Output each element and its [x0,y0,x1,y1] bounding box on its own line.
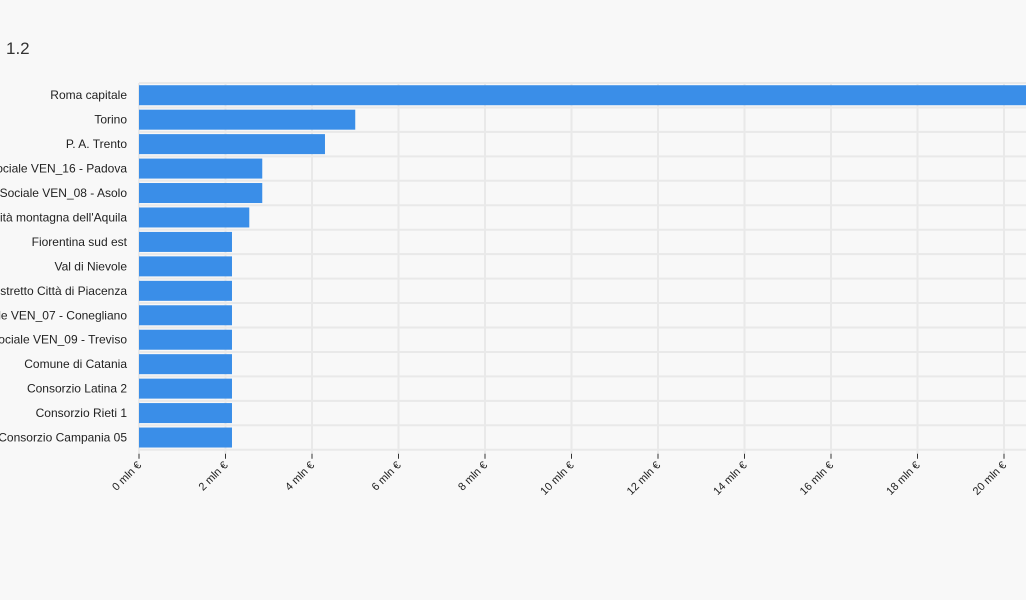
category-label: Comune di Catania [24,357,127,371]
x-tick-label: 8 mln € [456,459,490,493]
x-tick-label: 18 mln € [884,459,922,497]
category-label: Comunità montagna dell'Aquila [0,210,127,224]
bar[interactable] [139,354,232,375]
bar[interactable] [139,183,263,204]
x-tick-label: 4 mln € [283,459,317,493]
category-label: Val di Nievole [55,259,128,273]
bar[interactable] [139,231,232,252]
x-axis: 0 mln € 2 mln € 4 mln € 6 mln € 8 mln € 10 ml… [110,453,1009,498]
x-tick-label: 2 mln € [197,459,231,493]
bar[interactable] [139,378,232,399]
category-label-layer: Roma capitale Torino P. A. Trento Ambito So… [0,88,128,444]
category-label: Ambito Sociale VEN_07 - Conegliano [0,308,127,322]
bar[interactable] [139,158,263,179]
chart-title: 1.2 [6,39,30,58]
category-label: Torino [94,113,127,127]
grid-layer [138,82,1026,454]
bar[interactable] [139,85,1026,106]
bar[interactable] [139,207,250,228]
x-tick-label: 16 mln € [798,459,836,497]
x-tick-label: 0 mln € [110,459,144,493]
category-label: P. A. Trento [66,137,127,151]
category-label: Consorzio Latina 2 [27,382,127,396]
bar[interactable] [139,329,232,350]
category-label: Ambito Sociale VEN_09 - Treviso [0,333,127,347]
category-label: Roma capitale [50,88,127,102]
bar[interactable] [139,280,232,301]
category-label: Ambito Sociale VEN_08 - Asolo [0,186,127,200]
bar[interactable] [139,403,232,424]
category-label: Ambito Sociale VEN_16 - Padova [0,162,127,176]
bar[interactable] [139,305,232,326]
bar-layer [139,85,1026,448]
bar[interactable] [139,427,232,448]
bar[interactable] [139,134,325,155]
x-tick-label: 6 mln € [370,459,404,493]
bar[interactable] [139,256,232,277]
x-tick-label: 20 mln € [971,459,1009,497]
x-tick-label: 14 mln € [711,459,749,497]
category-label: Distretto Città di Piacenza [0,284,127,298]
bar[interactable] [139,109,356,130]
x-tick-label: 10 mln € [538,459,576,497]
category-label: Consorzio Campania 05 [0,431,127,445]
x-tick-label: 12 mln € [625,459,663,497]
category-label: Consorzio Rieti 1 [36,406,128,420]
category-label: Fiorentina sud est [32,235,128,249]
